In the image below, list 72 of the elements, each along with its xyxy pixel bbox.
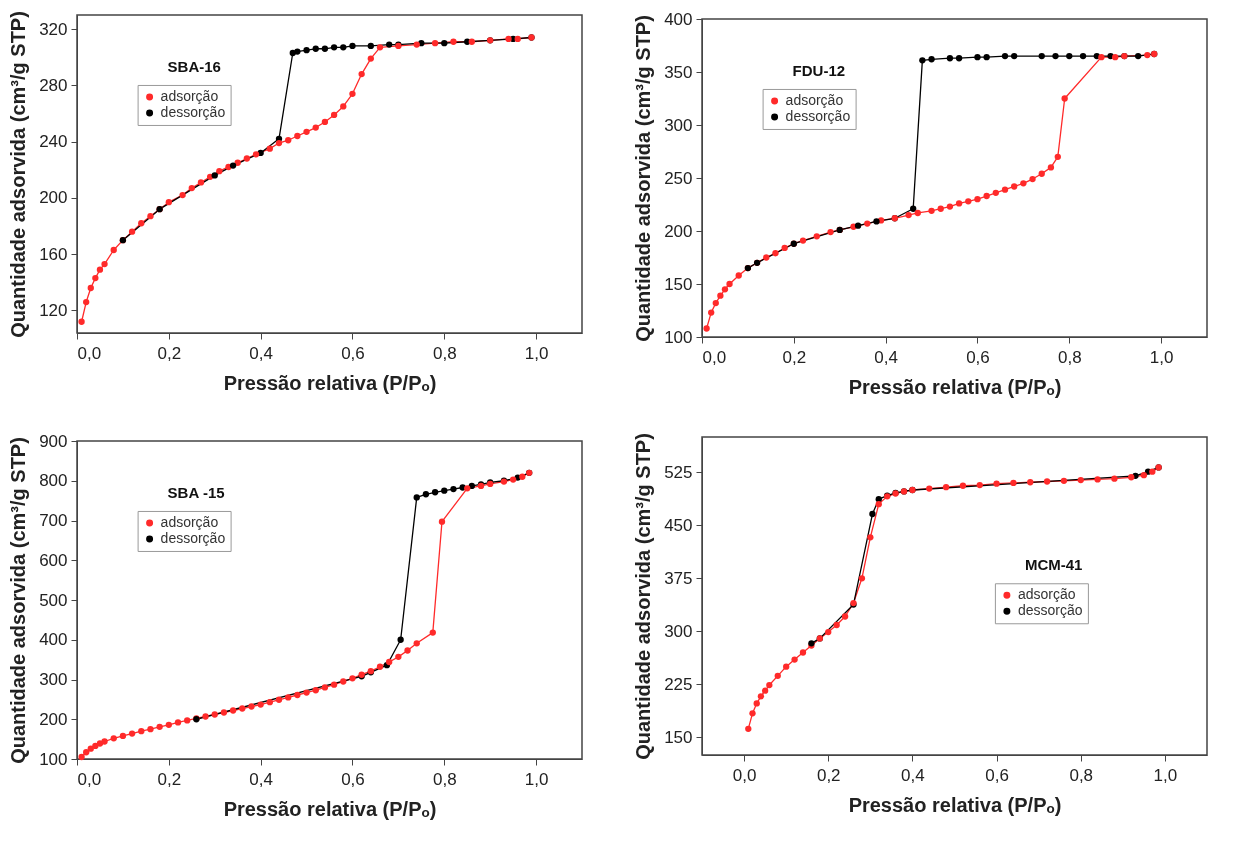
y-axis-title: Quantidade adsorvida (cm³/g STP) [7, 11, 30, 338]
x-tick-label: 0,2 [157, 343, 182, 363]
x-tick-label: 0,6 [966, 347, 990, 367]
legend-label: adsorção [1017, 586, 1076, 603]
legend-label: dessorção [785, 107, 851, 124]
y-tick-label: 900 [39, 431, 68, 451]
y-tick-label: 200 [39, 709, 68, 729]
y-tick-label: 400 [664, 9, 693, 29]
legend-label: dessorção [160, 103, 226, 120]
y-tick-label: 450 [664, 515, 693, 535]
x-axis-title: Pressão relativa (P/Pₒ) [848, 375, 1062, 398]
y-tick-label: 100 [39, 749, 68, 769]
y-tick-label: 240 [39, 132, 68, 152]
y-tick-label: 400 [39, 630, 68, 650]
x-tick-label: 0,6 [985, 765, 1009, 785]
x-tick-label: 0,4 [249, 769, 273, 789]
x-tick-label: 1,0 [1149, 347, 1174, 367]
legend-label: adsorção [160, 513, 219, 530]
x-tick-label: 0,2 [157, 769, 182, 789]
text: MCM-41 [1024, 556, 1083, 574]
y-tick-label: 350 [664, 62, 693, 82]
y-tick-label: 160 [39, 244, 68, 264]
x-axis-title: Pressão relativa (P/Pₒ) [848, 793, 1062, 816]
x-tick-label: 0,0 [732, 765, 757, 785]
y-tick-label: 150 [664, 274, 693, 294]
text: FDU-12 [792, 61, 846, 79]
y-tick-label: 150 [664, 727, 693, 747]
x-tick-label: 0,0 [77, 343, 102, 363]
y-tick-label: 280 [39, 75, 68, 95]
x-tick-label: 0,2 [816, 765, 841, 785]
x-tick-label: 0,6 [341, 769, 365, 789]
y-tick-label: 200 [39, 188, 68, 208]
x-tick-label: 0,2 [782, 347, 807, 367]
y-axis-title: Quantidade adsorvida (cm³/g STP) [632, 15, 655, 342]
x-axis-title: Pressão relativa (P/Pₒ) [223, 797, 437, 820]
y-tick-label: 300 [39, 670, 68, 689]
y-tick-label: 250 [664, 168, 693, 188]
x-tick-label: 0,4 [874, 347, 898, 367]
text: SBA -15 [167, 483, 225, 501]
legend-label: dessorção [160, 529, 226, 546]
y-axis-title: Quantidade adsorvida (cm³/g STP) [632, 433, 655, 760]
y-tick-label: 120 [39, 300, 68, 320]
x-axis-title: Pressão relativa (P/Pₒ) [223, 371, 437, 394]
y-tick-label: 800 [39, 471, 68, 491]
text: SBA-16 [167, 57, 221, 75]
legend-label: adsorção [160, 87, 219, 104]
x-tick-label: 0,4 [249, 343, 273, 363]
x-tick-label: 0,8 [432, 769, 457, 789]
y-tick-label: 320 [39, 19, 68, 39]
y-tick-label: 600 [39, 550, 68, 570]
y-tick-label: 200 [664, 221, 693, 241]
x-tick-label: 1,0 [524, 343, 549, 363]
y-tick-label: 375 [664, 568, 693, 588]
y-tick-label: 700 [39, 511, 68, 530]
x-tick-label: 0,8 [1069, 765, 1094, 785]
x-tick-label: 0,0 [702, 347, 727, 367]
x-tick-label: 0,8 [432, 343, 457, 363]
x-tick-label: 0,0 [77, 769, 102, 789]
x-tick-label: 0,6 [341, 343, 365, 363]
legend-label: adsorção [785, 91, 844, 108]
y-tick-label: 100 [664, 327, 693, 347]
x-tick-label: 0,8 [1057, 347, 1082, 367]
y-tick-label: 225 [664, 674, 693, 694]
y-tick-label: 500 [39, 590, 68, 610]
x-tick-label: 1,0 [1153, 765, 1178, 785]
legend-label: dessorção [1017, 602, 1083, 619]
x-tick-label: 1,0 [524, 769, 549, 789]
y-tick-label: 300 [664, 115, 693, 135]
x-tick-label: 0,4 [901, 765, 925, 785]
y-axis-title: Quantidade adsorvida (cm³/g STP) [7, 437, 30, 764]
y-tick-label: 300 [664, 621, 693, 641]
y-tick-label: 525 [664, 462, 693, 482]
